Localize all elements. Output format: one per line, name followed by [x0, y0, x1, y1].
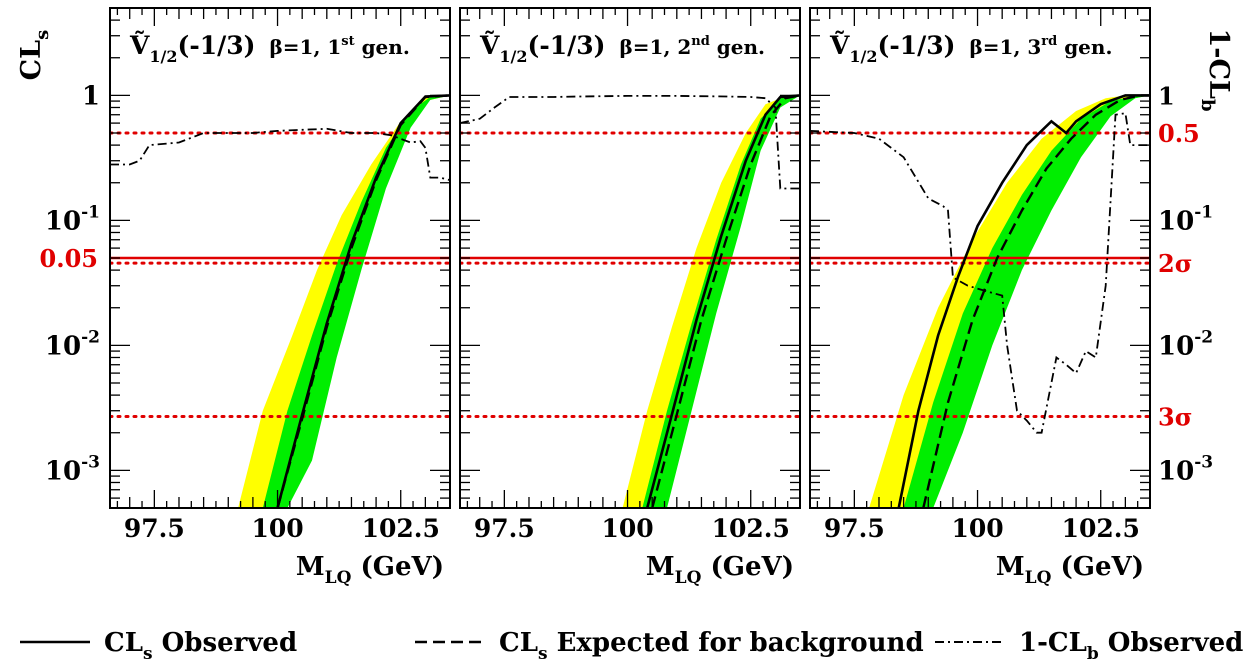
y-left-tick-label: 10-2 [45, 327, 100, 361]
expected-band-1sigma [642, 95, 800, 508]
panel-2: 97.5 100 102.5 MLQ (GeV) Ṽ1/2(-1/3) β=1, 2nd … [460, 8, 800, 588]
x-tick-label: 100 [951, 514, 1003, 543]
x-axis-label: MLQ (GeV) [996, 552, 1144, 588]
legend: CLs Observed CLs Expected for background 1… [20, 628, 1243, 664]
y-right-title-main: 1-CL [1203, 28, 1234, 98]
y-left-title: CLs [16, 30, 53, 81]
y-right-tick-label: 3σ [1158, 402, 1192, 431]
y-left-cl95-label: 0.05 [40, 244, 98, 273]
panel-title: Ṽ1/2(-1/3) β=1, 1st gen. [129, 31, 410, 66]
y-left-tick-label: 10-3 [45, 452, 100, 486]
y-right-title: 1-CLb [1197, 28, 1234, 111]
y-right-tick-label: 1 [1158, 81, 1175, 110]
panels: 97.5 100 102.5 MLQ (GeV) Ṽ1/2(-1/3) β=1, 1st … [110, 8, 1150, 588]
panel-3: 97.5 100 102.5 MLQ (GeV) Ṽ1/2(-1/3) β=1, 3rd … [810, 8, 1150, 588]
x-tick-label: 97.5 [124, 514, 185, 543]
svg-text:1-CLb: 1-CLb [1197, 28, 1234, 111]
x-axis-label: MLQ (GeV) [296, 552, 444, 588]
plot-area [110, 95, 450, 508]
plot-area [460, 95, 800, 508]
x-tick-label: 97.5 [474, 514, 535, 543]
y-left-axis-labels: 1 10-1 10-2 10-3 0.05 [40, 81, 100, 486]
y-right-tick-label: 10-3 [1158, 452, 1213, 486]
plot-area [810, 95, 1150, 508]
x-tick-label: 100 [251, 514, 303, 543]
x-tick-label: 97.5 [824, 514, 885, 543]
expected-band-1sigma [263, 95, 450, 508]
x-tick-label: 100 [601, 514, 653, 543]
x-tick-label: 102.5 [712, 514, 790, 543]
panel-title: Ṽ1/2(-1/3) β=1, 3rd gen. [829, 31, 1112, 66]
panel-1: 97.5 100 102.5 MLQ (GeV) Ṽ1/2(-1/3) β=1, 1st … [110, 8, 450, 588]
y-left-title-sub: s [32, 30, 53, 40]
y-left-tick-label: 1 [82, 81, 100, 111]
legend-label: CLs Expected for background [499, 628, 924, 664]
y-right-title-sub: b [1197, 99, 1218, 112]
legend-label: CLs Observed [104, 628, 297, 664]
y-right-tick-label: 0.5 [1158, 119, 1200, 148]
y-right-tick-label: 2σ [1158, 249, 1192, 278]
x-tick-label: 102.5 [362, 514, 440, 543]
y-right-tick-label: 10-2 [1158, 327, 1213, 361]
panel-title: Ṽ1/2(-1/3) β=1, 2nd gen. [479, 31, 765, 66]
y-left-title-main: CL [16, 40, 47, 80]
x-axis-label: MLQ (GeV) [646, 552, 794, 588]
svg-text:CLs: CLs [16, 30, 53, 81]
legend-label: 1-CLb Observed [1019, 628, 1243, 664]
y-right-tick-label: 10-1 [1158, 202, 1213, 236]
y-left-tick-label: 10-1 [45, 202, 100, 236]
x-tick-label: 102.5 [1062, 514, 1140, 543]
y-right-axis-labels: 1 0.5 10-1 2σ 10-2 3σ 10-3 [1158, 81, 1213, 486]
